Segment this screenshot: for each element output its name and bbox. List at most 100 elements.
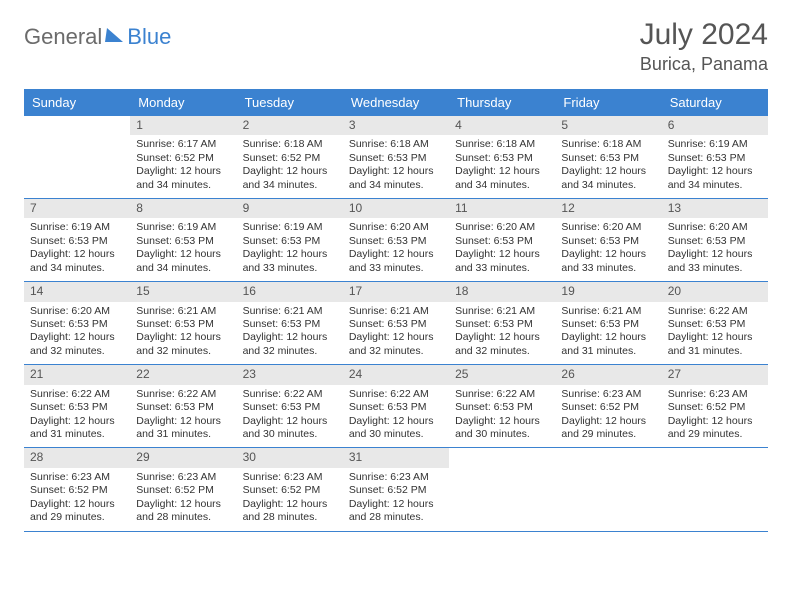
daylight-text: Daylight: 12 hours and 28 minutes. xyxy=(136,498,230,525)
sunrise-text: Sunrise: 6:22 AM xyxy=(455,388,549,401)
day-number: 27 xyxy=(662,365,768,384)
sunrise-text: Sunrise: 6:23 AM xyxy=(30,471,124,484)
calendar-cell: 4Sunrise: 6:18 AMSunset: 6:53 PMDaylight… xyxy=(449,116,555,198)
sunrise-text: Sunrise: 6:23 AM xyxy=(561,388,655,401)
day-number: 4 xyxy=(449,116,555,135)
daylight-text: Daylight: 12 hours and 34 minutes. xyxy=(243,165,337,192)
day-number: 21 xyxy=(24,365,130,384)
day-content: Sunrise: 6:22 AMSunset: 6:53 PMDaylight:… xyxy=(449,385,555,448)
sunrise-text: Sunrise: 6:22 AM xyxy=(136,388,230,401)
sunset-text: Sunset: 6:53 PM xyxy=(561,152,655,165)
daylight-text: Daylight: 12 hours and 32 minutes. xyxy=(30,331,124,358)
day-number: 7 xyxy=(24,199,130,218)
calendar-cell: 8Sunrise: 6:19 AMSunset: 6:53 PMDaylight… xyxy=(130,199,236,281)
calendar-cell: 6Sunrise: 6:19 AMSunset: 6:53 PMDaylight… xyxy=(662,116,768,198)
daylight-text: Daylight: 12 hours and 30 minutes. xyxy=(243,415,337,442)
day-content: Sunrise: 6:19 AMSunset: 6:53 PMDaylight:… xyxy=(662,135,768,198)
calendar-cell: 5Sunrise: 6:18 AMSunset: 6:53 PMDaylight… xyxy=(555,116,661,198)
day-content: Sunrise: 6:20 AMSunset: 6:53 PMDaylight:… xyxy=(24,302,130,365)
day-number: 24 xyxy=(343,365,449,384)
day-number: 18 xyxy=(449,282,555,301)
day-number: 29 xyxy=(130,448,236,467)
day-content: Sunrise: 6:21 AMSunset: 6:53 PMDaylight:… xyxy=(449,302,555,365)
calendar-week: 28 Sunrise: 6:23 AMSunset: 6:52 PMDayligh… xyxy=(24,448,768,531)
daylight-text: Daylight: 12 hours and 33 minutes. xyxy=(561,248,655,275)
day-content: Sunrise: 6:22 AMSunset: 6:53 PMDaylight:… xyxy=(24,385,130,448)
day-number: 1 xyxy=(130,116,236,135)
sunset-text: Sunset: 6:53 PM xyxy=(243,235,337,248)
weekday-label: Sunday xyxy=(24,89,130,116)
day-number: 31 xyxy=(343,448,449,467)
title-block: July 2024 Burica, Panama xyxy=(640,18,768,75)
daylight-text: Daylight: 12 hours and 32 minutes. xyxy=(455,331,549,358)
day-content: Sunrise: 6:22 AMSunset: 6:53 PMDaylight:… xyxy=(662,302,768,365)
logo-text-blue: Blue xyxy=(127,24,171,50)
calendar-cell: 30Sunrise: 6:23 AMSunset: 6:52 PMDayligh… xyxy=(237,448,343,530)
day-content: Sunrise: 6:23 AMSunset: 6:52 PMDaylight:… xyxy=(237,468,343,531)
calendar-cell: 27Sunrise: 6:23 AMSunset: 6:52 PMDayligh… xyxy=(662,365,768,447)
calendar-cell: 1Sunrise: 6:17 AMSunset: 6:52 PMDaylight… xyxy=(130,116,236,198)
sunset-text: Sunset: 6:53 PM xyxy=(668,318,762,331)
day-content: Sunrise: 6:22 AMSunset: 6:53 PMDaylight:… xyxy=(237,385,343,448)
header: General Blue July 2024 Burica, Panama xyxy=(24,18,768,75)
weekday-header: Sunday Monday Tuesday Wednesday Thursday… xyxy=(24,89,768,116)
calendar-cell: 10Sunrise: 6:20 AMSunset: 6:53 PMDayligh… xyxy=(343,199,449,281)
weekday-label: Wednesday xyxy=(343,89,449,116)
calendar-cell: 28Sunrise: 6:23 AMSunset: 6:52 PMDayligh… xyxy=(24,448,130,530)
calendar-cell: 14Sunrise: 6:20 AMSunset: 6:53 PMDayligh… xyxy=(24,282,130,364)
sunset-text: Sunset: 6:53 PM xyxy=(136,235,230,248)
location-label: Burica, Panama xyxy=(640,54,768,75)
day-number: 19 xyxy=(555,282,661,301)
sunset-text: Sunset: 6:53 PM xyxy=(455,152,549,165)
weekday-label: Saturday xyxy=(662,89,768,116)
sunrise-text: Sunrise: 6:20 AM xyxy=(455,221,549,234)
sunrise-text: Sunrise: 6:21 AM xyxy=(349,305,443,318)
day-number: 12 xyxy=(555,199,661,218)
sunrise-text: Sunrise: 6:18 AM xyxy=(349,138,443,151)
day-content: Sunrise: 6:21 AMSunset: 6:53 PMDaylight:… xyxy=(343,302,449,365)
day-content: Sunrise: 6:18 AMSunset: 6:53 PMDaylight:… xyxy=(343,135,449,198)
daylight-text: Daylight: 12 hours and 33 minutes. xyxy=(668,248,762,275)
month-title: July 2024 xyxy=(640,18,768,52)
calendar: Sunday Monday Tuesday Wednesday Thursday… xyxy=(24,89,768,532)
daylight-text: Daylight: 12 hours and 33 minutes. xyxy=(243,248,337,275)
sunset-text: Sunset: 6:52 PM xyxy=(561,401,655,414)
sunrise-text: Sunrise: 6:20 AM xyxy=(561,221,655,234)
sunrise-text: Sunrise: 6:23 AM xyxy=(349,471,443,484)
logo-triangle-icon xyxy=(105,28,125,42)
sunrise-text: Sunrise: 6:21 AM xyxy=(243,305,337,318)
sunrise-text: Sunrise: 6:19 AM xyxy=(668,138,762,151)
calendar-cell: 26Sunrise: 6:23 AMSunset: 6:52 PMDayligh… xyxy=(555,365,661,447)
day-content: Sunrise: 6:23 AMSunset: 6:52 PMDaylight:… xyxy=(555,385,661,448)
sunrise-text: Sunrise: 6:19 AM xyxy=(243,221,337,234)
day-number: 22 xyxy=(130,365,236,384)
sunrise-text: Sunrise: 6:23 AM xyxy=(136,471,230,484)
day-number: 3 xyxy=(343,116,449,135)
day-content: Sunrise: 6:18 AMSunset: 6:52 PMDaylight:… xyxy=(237,135,343,198)
day-number: 6 xyxy=(662,116,768,135)
sunrise-text: Sunrise: 6:22 AM xyxy=(668,305,762,318)
day-number: 13 xyxy=(662,199,768,218)
day-number: 11 xyxy=(449,199,555,218)
calendar-cell: 16Sunrise: 6:21 AMSunset: 6:53 PMDayligh… xyxy=(237,282,343,364)
logo: General Blue xyxy=(24,24,171,50)
calendar-cell: 18Sunrise: 6:21 AMSunset: 6:53 PMDayligh… xyxy=(449,282,555,364)
sunrise-text: Sunrise: 6:18 AM xyxy=(561,138,655,151)
day-number: 16 xyxy=(237,282,343,301)
sunset-text: Sunset: 6:53 PM xyxy=(455,235,549,248)
sunset-text: Sunset: 6:53 PM xyxy=(561,235,655,248)
calendar-cell: 24Sunrise: 6:22 AMSunset: 6:53 PMDayligh… xyxy=(343,365,449,447)
sunrise-text: Sunrise: 6:17 AM xyxy=(136,138,230,151)
day-number: 26 xyxy=(555,365,661,384)
sunset-text: Sunset: 6:53 PM xyxy=(668,235,762,248)
weekday-label: Monday xyxy=(130,89,236,116)
calendar-cell: 11Sunrise: 6:20 AMSunset: 6:53 PMDayligh… xyxy=(449,199,555,281)
calendar-cell: 9Sunrise: 6:19 AMSunset: 6:53 PMDaylight… xyxy=(237,199,343,281)
daylight-text: Daylight: 12 hours and 31 minutes. xyxy=(561,331,655,358)
sunrise-text: Sunrise: 6:19 AM xyxy=(136,221,230,234)
day-content: Sunrise: 6:23 AMSunset: 6:52 PMDaylight:… xyxy=(343,468,449,531)
day-content: Sunrise: 6:22 AMSunset: 6:53 PMDaylight:… xyxy=(343,385,449,448)
sunrise-text: Sunrise: 6:22 AM xyxy=(349,388,443,401)
day-number: 28 xyxy=(24,448,130,467)
calendar-cell: 22Sunrise: 6:22 AMSunset: 6:53 PMDayligh… xyxy=(130,365,236,447)
